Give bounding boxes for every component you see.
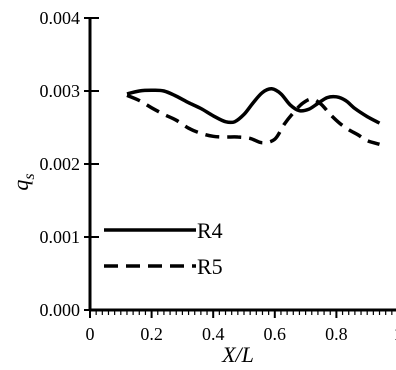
y-tick-label: 0.003: [40, 81, 81, 101]
series-layer: [126, 87, 381, 146]
y-tick-label: 0.001: [40, 227, 81, 247]
series-line-r4: [126, 87, 381, 125]
legend-label-r5: R5: [197, 254, 223, 279]
x-tick-label: 0.6: [264, 324, 287, 344]
y-tick-label: 0.000: [40, 300, 81, 320]
y-axis-title-subscript: s: [21, 173, 38, 179]
series-line-r5: [126, 93, 381, 146]
y-tick-label: 0.002: [40, 154, 81, 174]
x-axis-ticks: 0 0.2 0.4 0.6 0.8 1: [86, 310, 396, 344]
y-tick-label: 0.004: [40, 8, 81, 28]
legend-label-r4: R4: [197, 218, 223, 243]
x-tick-label: 1: [394, 324, 396, 344]
x-tick-label: 0: [86, 324, 95, 344]
y-axis-title: qs: [8, 173, 38, 190]
y-axis-ticks: 0.000 0.001 0.002 0.003 0.004: [40, 8, 99, 320]
y-axis-title-main: q: [8, 180, 33, 191]
x-tick-label: 0.2: [140, 324, 163, 344]
x-axis-title: X/L: [221, 342, 254, 367]
x-tick-label: 0.8: [325, 324, 348, 344]
x-tick-label: 0.4: [202, 324, 225, 344]
